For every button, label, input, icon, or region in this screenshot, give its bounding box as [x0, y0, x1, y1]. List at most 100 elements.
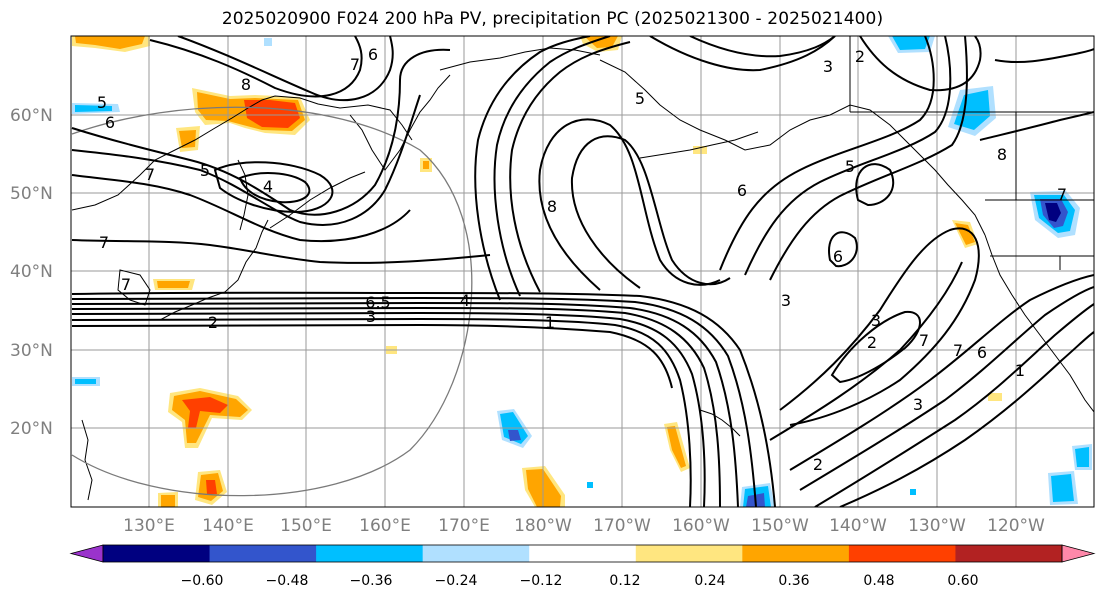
lat-label: 30°N — [10, 341, 53, 361]
precip-positive-blob — [667, 426, 686, 468]
lon-label: 130°W — [908, 516, 966, 536]
contour-label: 4 — [460, 291, 470, 310]
pv-contour-jet — [71, 302, 739, 507]
lon-label: 160°W — [672, 516, 730, 536]
contour-label: 5 — [845, 157, 855, 176]
lon-label: 160°E — [359, 516, 411, 536]
contour-label: 3 — [781, 291, 791, 310]
precip-positive-blob — [182, 397, 228, 428]
pv-contour-jet — [71, 297, 757, 507]
colorbar-tick-label: −0.36 — [350, 573, 393, 589]
contour-label: 7 — [145, 165, 155, 184]
pv-contour-northeast — [994, 48, 1094, 64]
lon-label: 140°E — [202, 516, 254, 536]
map-gridlines — [71, 36, 1094, 507]
lat-label: 50°N — [10, 184, 53, 204]
colorbar-tick-label: −0.12 — [520, 573, 563, 589]
precip-positive-blob — [988, 393, 1002, 401]
map-frame — [70, 35, 1095, 508]
contour-label: 2 — [813, 455, 823, 474]
pv-contour-jet — [71, 307, 721, 507]
contour-label: 2 — [855, 47, 865, 66]
pv-contour-central — [493, 36, 611, 297]
colorbar-segments — [69, 544, 1096, 563]
contour-label: 6 — [105, 113, 115, 132]
pv-contours — [71, 36, 1094, 507]
colorbar-tick-label: 0.24 — [694, 573, 725, 589]
pv-contour-loop — [238, 172, 311, 204]
colorbar-extend-high — [1061, 544, 1096, 563]
contour-label: 5 — [200, 161, 210, 180]
pv-contour-jet — [71, 291, 776, 507]
coastline-alaska — [599, 59, 986, 236]
colorbar-tick-labels: −0.60 −0.48 −0.36 −0.24 −0.12 0.12 0.24 … — [181, 573, 979, 589]
colorbar-tick-label: −0.60 — [181, 573, 224, 589]
coastline-chukotka — [439, 47, 601, 71]
pv-contour-east — [779, 227, 980, 426]
pv-contour-northeast — [859, 36, 982, 92]
coastline-korea — [117, 269, 151, 306]
precip-anomaly-shading — [72, 36, 1092, 507]
colorbar-segment — [848, 545, 956, 562]
precip-negative-blob — [892, 36, 930, 50]
colorbar-tick-label: 0.36 — [778, 573, 809, 589]
pv-contour-east — [769, 261, 963, 441]
pv-contour-central — [570, 135, 731, 289]
pv-contour-central — [538, 118, 721, 291]
colorbar-segment — [635, 545, 743, 562]
precip-positive-blob — [423, 161, 429, 169]
colorbar-segment — [316, 545, 424, 562]
pv-contour-northeast — [649, 36, 836, 72]
pv-contour-north — [177, 36, 394, 102]
precip-negative-blob — [587, 482, 593, 488]
contour-label: 7 — [99, 233, 109, 252]
contour-label: 8 — [241, 75, 251, 94]
precip-positive-blob — [161, 495, 175, 507]
pv-contour-north — [71, 174, 411, 243]
pv-contour-northeast — [689, 36, 836, 58]
pv-contour-loop — [213, 161, 334, 214]
colorbar-segment — [529, 545, 637, 562]
pv-contour-east — [830, 310, 921, 384]
contour-label: 5 — [97, 93, 107, 112]
precip-positive-blob — [206, 480, 217, 494]
precip-positive-blob — [179, 130, 196, 148]
contour-label: 7 — [953, 341, 963, 360]
contour-label: 6 — [368, 45, 378, 64]
contour-label: 6 — [737, 181, 747, 200]
contour-label: 2 — [208, 313, 218, 332]
contour-label: 1 — [545, 313, 555, 332]
colorbar-segment — [422, 545, 530, 562]
pv-contour-central — [509, 41, 631, 293]
lat-label: 60°N — [10, 106, 53, 126]
pv-contour-north — [149, 36, 363, 98]
state-borders — [849, 36, 1094, 270]
coastline-sakhalin — [237, 159, 249, 231]
precip-negative-blob — [75, 105, 112, 112]
contour-label: 6.5 — [365, 293, 390, 312]
precip-negative-blob — [264, 38, 272, 46]
precip-negative-blob — [1075, 447, 1089, 467]
precip-positive-blob — [693, 146, 707, 154]
contour-label: 3 — [871, 311, 881, 330]
contour-label: 4 — [263, 177, 273, 196]
colorbar-segment — [955, 545, 1063, 562]
pv-contour-jet — [71, 312, 706, 507]
pv-contour-east — [814, 303, 1094, 507]
pv-contour-labels: 1 2 2 2 3 3 3 3 3 4 4 5 5 5 5 6 6 6 6 6 … — [97, 45, 1067, 474]
colorbar: −0.60 −0.48 −0.36 −0.24 −0.12 0.12 0.24 … — [69, 544, 1096, 589]
pv-contour-central — [474, 36, 591, 301]
coastline-hawaii — [699, 409, 741, 437]
colorbar-tick-label: 0.48 — [863, 573, 894, 589]
colorbar-segment — [209, 545, 317, 562]
lon-label: 170°W — [593, 516, 651, 536]
colorbar-frame — [102, 544, 1063, 563]
colorbar-tick-label: −0.24 — [435, 573, 478, 589]
colorbar-extend-low — [69, 544, 104, 563]
pv-contour-east — [799, 286, 1094, 491]
lon-label: 150°E — [280, 516, 332, 536]
pv-contour-north — [71, 48, 451, 216]
contour-label: 8 — [547, 197, 557, 216]
pv-contour-gulf — [719, 36, 935, 271]
precip-positive-blob — [75, 36, 145, 49]
